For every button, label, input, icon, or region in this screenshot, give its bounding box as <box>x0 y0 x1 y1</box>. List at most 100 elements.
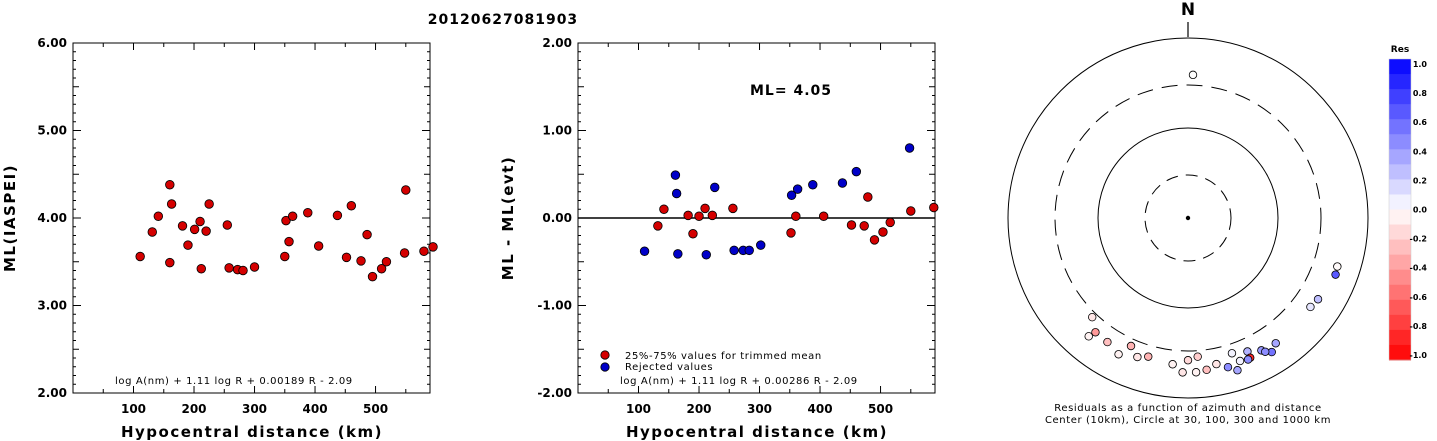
data-point <box>701 250 711 260</box>
data-point <box>694 211 704 221</box>
data-point <box>869 235 880 245</box>
colorbar-swatch <box>1389 284 1411 301</box>
data-point <box>670 170 681 180</box>
data-point <box>906 206 916 216</box>
panel1-frame <box>72 42 431 394</box>
colorbar-swatch <box>1389 299 1411 316</box>
colorbar-swatch <box>1389 254 1411 271</box>
colorbar-swatch <box>1389 104 1411 120</box>
legend-marker-trimmed <box>600 350 610 360</box>
station-residual-point <box>1331 270 1340 279</box>
data-point <box>201 226 211 236</box>
colorbar-swatch <box>1389 164 1411 180</box>
data-point <box>399 248 410 258</box>
data-point <box>135 251 145 262</box>
data-point <box>238 265 248 276</box>
data-point <box>419 246 429 256</box>
station-residual-point <box>1183 356 1193 365</box>
panel2-points <box>639 143 939 260</box>
data-point <box>756 240 766 250</box>
panel1-xlabel: Hypocentral distance (km) <box>121 423 383 441</box>
data-point <box>166 199 177 209</box>
data-point <box>165 257 175 268</box>
panel1-ylabel: ML(IASPEI) <box>1 164 19 272</box>
y-tick-label: 3.00 <box>37 299 67 313</box>
epicenter-dot <box>1185 215 1191 221</box>
data-point <box>744 245 754 256</box>
colorbar-swatch <box>1389 89 1411 105</box>
ring-100km <box>1097 127 1279 309</box>
data-point <box>786 190 797 200</box>
colorbar-tick-label: 0.2 <box>1413 176 1427 185</box>
station-residual-point <box>1306 302 1315 312</box>
data-point <box>381 257 392 267</box>
data-point <box>808 180 818 190</box>
y-tick-label: 2.00 <box>37 386 67 400</box>
colorbar-tick-label: -0.8 <box>1410 322 1428 331</box>
colorbar-swatch <box>1389 329 1411 346</box>
data-point <box>851 166 862 177</box>
residual-distance-panel: 100 200 300 400 500 -2.00 -1.00 0.00 1.00 2.00 ML… <box>499 36 939 441</box>
azimuth-residual-panel: N Residuals as a function of azimuth and… <box>1007 0 1369 426</box>
panel2-ylabel: ML - ML(evt) <box>499 156 517 280</box>
colorbar-tick-label: 0.6 <box>1413 118 1428 127</box>
data-point <box>356 256 366 266</box>
y-tick-label: 0.00 <box>542 211 572 225</box>
ml-value-label: ML= 4.05 <box>750 83 832 99</box>
data-point <box>673 249 683 259</box>
station-residual-point <box>1233 366 1242 375</box>
data-point <box>189 224 200 235</box>
data-point <box>878 227 888 237</box>
colorbar-swatch <box>1389 74 1411 90</box>
station-residual-point <box>1133 352 1142 362</box>
polar-points <box>1084 70 1342 377</box>
data-point <box>786 228 796 238</box>
data-point <box>147 227 157 237</box>
data-point <box>177 221 188 231</box>
x-tick-label: 400 <box>303 402 328 416</box>
colorbar-swatch <box>1389 344 1411 361</box>
ring-30km <box>1144 174 1232 262</box>
x-tick-label: 300 <box>242 402 267 416</box>
data-point <box>367 271 378 282</box>
y-tick-label: -1.00 <box>537 299 572 313</box>
station-residual-point <box>1243 355 1253 364</box>
data-point <box>428 242 438 252</box>
colorbar-swatch <box>1389 269 1411 286</box>
data-point <box>728 203 738 214</box>
station-residual-point <box>1261 347 1270 356</box>
data-point <box>653 221 663 231</box>
legend-label-rejected: Rejected values <box>625 362 713 373</box>
colorbar-swatch <box>1389 134 1411 150</box>
data-point <box>837 178 848 188</box>
panel1-ticks: 100 200 300 400 500 2.00 3.00 4.00 5.00 6.00 <box>37 36 430 416</box>
data-point <box>904 143 915 153</box>
data-point <box>401 185 411 195</box>
data-point <box>859 221 869 231</box>
colorbar-tick-label: 1.0 <box>1413 60 1428 69</box>
data-point <box>284 236 294 247</box>
data-point <box>196 264 206 274</box>
colorbar-swatch <box>1389 149 1411 165</box>
station-residual-point <box>1168 360 1177 369</box>
station-residual-point <box>1271 339 1280 348</box>
x-tick-label: 500 <box>868 402 893 416</box>
colorbar-ticks: 1.0 0.8 0.6 0.4 0.2 0.0 -0.2 -0.4 -0.6 -0.8 -1.0 <box>1410 60 1428 360</box>
y-tick-label: 2.00 <box>542 36 572 50</box>
data-point <box>224 263 234 273</box>
data-point <box>707 210 718 221</box>
data-point <box>313 241 324 251</box>
y-tick-label: 5.00 <box>37 124 67 138</box>
panel2-formula: log A(nm) + 1.11 log R + 0.00286 R - 2.0… <box>620 376 858 387</box>
station-residual-point <box>1091 328 1100 337</box>
data-point <box>863 192 873 202</box>
polar-caption-line1: Residuals as a function of azimuth and d… <box>1054 403 1322 414</box>
station-residual-point <box>1103 337 1112 347</box>
data-point <box>846 220 857 230</box>
polar-caption-line2: Center (10km), Circle at 30, 100, 300 an… <box>1045 415 1331 426</box>
station-residual-point <box>1191 368 1201 377</box>
x-tick-label: 400 <box>808 402 833 416</box>
data-point <box>791 211 801 221</box>
data-point <box>153 211 164 221</box>
station-residual-point <box>1188 70 1198 80</box>
